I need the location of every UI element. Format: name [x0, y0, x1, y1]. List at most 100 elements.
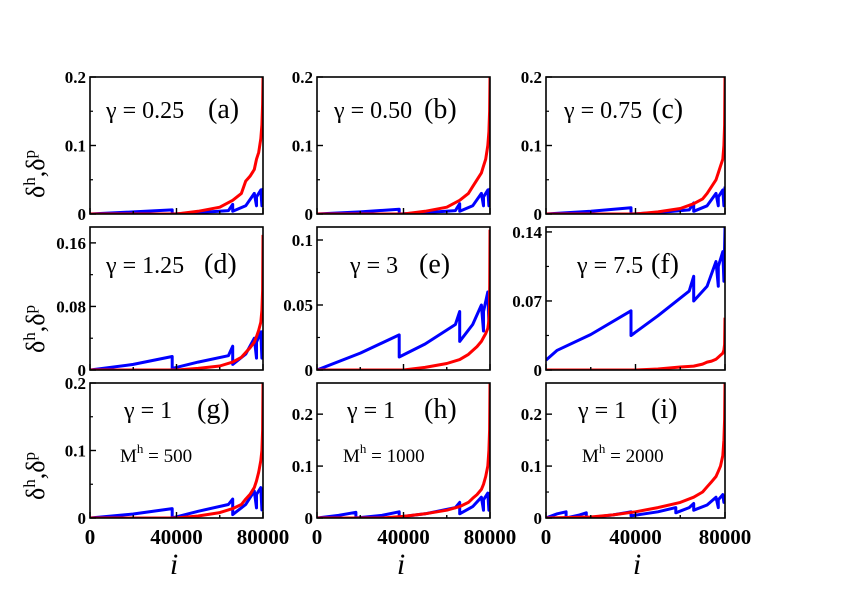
delta-p-line	[90, 234, 263, 370]
gamma-label: γ = 0.50	[333, 98, 412, 124]
gamma-label: γ = 1.25	[105, 253, 184, 279]
y-tick-label: 0.1	[521, 137, 542, 156]
x-tick-label: 0	[85, 525, 96, 549]
x-tick-label: 40000	[609, 525, 662, 549]
y-tick-label: 0	[534, 205, 543, 224]
series-group	[317, 77, 490, 214]
ylabel-row-3: δh,δp	[20, 452, 50, 500]
y-tick-label: 0.2	[65, 374, 86, 393]
x-tick-label: 0	[541, 525, 552, 549]
m-label: Mh = 2000	[582, 441, 664, 467]
y-tick-label: 0	[534, 509, 543, 528]
axes-frame	[89, 226, 264, 371]
ylabel-delta: δ	[21, 341, 50, 353]
x-tick-label: 80000	[237, 525, 290, 549]
y-tick-label: 0.2	[292, 68, 313, 87]
series-group	[90, 77, 263, 214]
ylabel-comma-delta: ,δ	[21, 313, 50, 332]
series-group	[546, 77, 725, 214]
gamma-label: γ = 1	[577, 398, 626, 424]
ylabel-sup-h: h	[20, 479, 39, 488]
x-tick-label: 80000	[699, 525, 752, 549]
y-tick-label: 0	[78, 361, 87, 380]
panel-f: 0 0.07 0.14 γ = 7.5 (f)	[512, 223, 726, 380]
y-tick-label: 0.2	[521, 68, 542, 87]
ylabel-row-2: δh,δp	[20, 305, 50, 353]
panel-label: (d)	[204, 249, 237, 280]
series-group	[317, 229, 490, 370]
gamma-label: γ = 7.5	[576, 253, 643, 279]
series-group	[546, 383, 725, 518]
panel-label: (c)	[652, 94, 683, 125]
series-group	[90, 234, 263, 370]
ylabel-comma-delta: ,δ	[21, 158, 50, 177]
y-tick-label: 0.1	[292, 457, 313, 476]
ylabel-sup-p: p	[20, 452, 39, 461]
y-tick-label: 0.1	[65, 442, 86, 461]
panel-e: 0 0.05 0.1 γ = 3 (e)	[283, 226, 491, 380]
panel-label: (g)	[197, 394, 230, 425]
delta-p-line	[546, 77, 725, 214]
y-tick-label: 0.1	[292, 231, 313, 250]
delta-h-line	[90, 187, 263, 214]
delta-p-line	[546, 317, 725, 370]
y-tick-label: 0	[78, 205, 87, 224]
y-tick-label: 0	[534, 361, 543, 380]
gamma-label: γ = 1	[346, 398, 395, 424]
xlabel-col-3: i	[633, 548, 641, 581]
delta-p-line	[90, 383, 263, 518]
delta-h-line	[317, 285, 490, 370]
xlabel-col-2: i	[397, 548, 405, 581]
panel-label: (i)	[651, 394, 677, 425]
panel-label: (h)	[424, 394, 457, 425]
series-group	[546, 227, 725, 370]
y-tick-label: 0.1	[521, 457, 542, 476]
delta-h-line	[90, 330, 263, 370]
gamma-label: γ = 0.75	[563, 98, 642, 124]
series-group	[317, 383, 490, 518]
delta-p-line	[317, 383, 490, 518]
y-tick-label: 0.07	[512, 292, 542, 311]
x-tick-label: 40000	[377, 525, 430, 549]
panel-b: 0 0.1 0.2 γ = 0.50 (b)	[292, 68, 491, 224]
ylabel-row-1: δh,δp	[20, 150, 50, 198]
ylabel-sup-p: p	[20, 150, 39, 159]
panel-d: 0 0.08 0.16 γ = 1.25 (d)	[56, 226, 264, 380]
panel-label: (b)	[424, 94, 457, 125]
panel-c: 0 0.1 0.2 γ = 0.75 (c)	[521, 68, 726, 224]
delta-p-line	[90, 77, 263, 214]
delta-p-line	[546, 383, 725, 518]
ylabel-sup-h: h	[20, 177, 39, 186]
ylabel-comma-delta: ,δ	[21, 460, 50, 479]
gamma-label: γ = 0.25	[105, 98, 184, 124]
panel-g: 0 0.1 0.2 0 40000 80000 γ = 1 (g) Mh = 500	[65, 374, 290, 549]
delta-p-line	[317, 77, 490, 214]
y-tick-label: 0.1	[292, 137, 313, 156]
y-tick-label: 0	[305, 509, 314, 528]
y-tick-label: 0	[305, 205, 314, 224]
y-tick-label: 0.2	[292, 405, 313, 424]
ylabel-sup-h: h	[20, 332, 39, 341]
delta-p-line	[317, 229, 490, 370]
y-tick-label: 0.16	[56, 234, 86, 253]
x-tick-label: 0	[312, 525, 323, 549]
x-tick-label: 40000	[150, 525, 203, 549]
axes-frame	[545, 226, 726, 371]
panel-h: 0 0.1 0.2 0 40000 80000 γ = 1 (h) Mh = 1000	[292, 382, 516, 549]
y-tick-label: 0.2	[521, 405, 542, 424]
series-group	[90, 383, 263, 518]
m-label: Mh = 1000	[343, 441, 425, 467]
y-tick-label: 0.1	[65, 137, 86, 156]
y-tick-label: 0.2	[65, 68, 86, 87]
panel-label: (f)	[651, 249, 679, 280]
y-tick-label: 0	[78, 509, 87, 528]
panel-a: 0 0.1 0.2 γ = 0.25 (a)	[65, 68, 264, 224]
panel-i: 0 0.1 0.2 0 40000 80000 γ = 1 (i) Mh = 2000	[521, 382, 752, 549]
ylabel-delta: δ	[21, 186, 50, 198]
gamma-label: γ = 3	[349, 253, 398, 279]
axes-frame	[316, 226, 491, 371]
delta-h-line	[317, 187, 490, 214]
delta-h-line	[546, 227, 725, 362]
panel-label: (a)	[208, 94, 239, 125]
